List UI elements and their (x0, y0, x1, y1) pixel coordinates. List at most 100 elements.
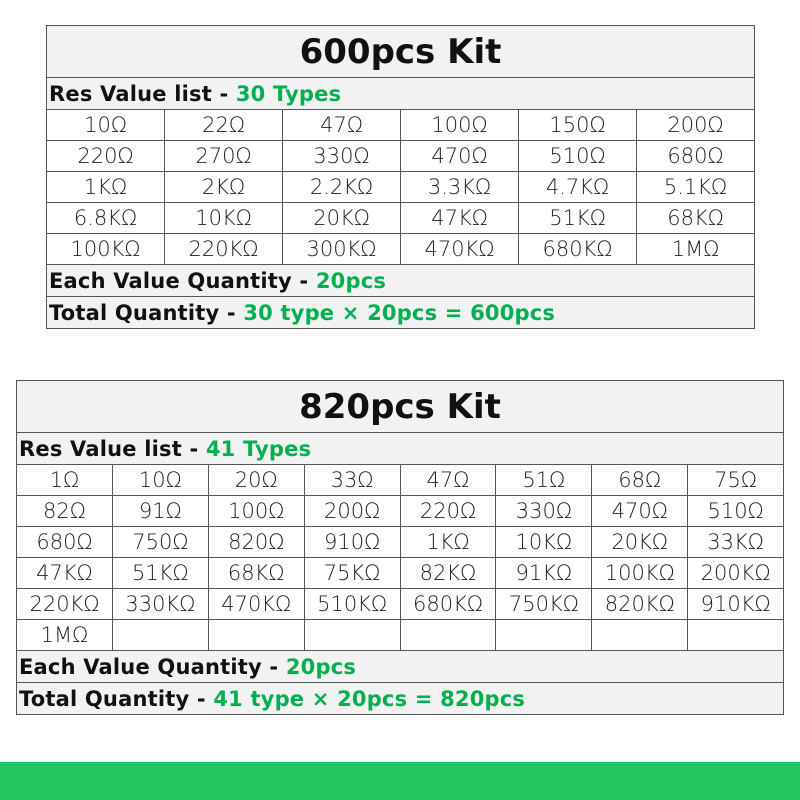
resistor-value-cell: 470Ω (591, 495, 689, 527)
resistor-value-cell: 1MΩ (16, 619, 113, 651)
resistor-value-cell: 6.8KΩ (46, 202, 165, 234)
resistor-value-cell: 100Ω (400, 109, 519, 141)
value-list-label: Res Value list - (49, 81, 236, 106)
resistor-value-cell: 100KΩ (46, 233, 165, 265)
kit-820-table: 820pcs Kit Res Value list - 41 Types 1Ω 10Ω… (16, 380, 784, 715)
resistor-value-cell: 51KΩ (111, 557, 209, 589)
value-row: 100KΩ 220KΩ 300KΩ 470KΩ 680KΩ 1MΩ (46, 233, 755, 265)
resistor-value-cell: 200KΩ (687, 557, 784, 589)
resistor-value-cell: 100KΩ (591, 557, 689, 589)
resistor-value-cell: 51Ω (495, 464, 593, 496)
empty-cell (111, 619, 209, 651)
each-quantity-label: Each Value Quantity - (49, 268, 316, 293)
resistor-value-cell: 270Ω (164, 140, 283, 172)
resistor-value-cell: 1MΩ (636, 233, 755, 265)
total-quantity-value: 41 type × 20pcs = 820pcs (213, 686, 526, 711)
value-list-count: 30 Types (235, 81, 342, 106)
kit-title: 820pcs Kit (16, 380, 784, 433)
value-row: 1Ω 10Ω 20Ω 33Ω 47Ω 51Ω 68Ω 75Ω (16, 464, 784, 496)
kit-title: 600pcs Kit (46, 25, 755, 78)
resistor-value-cell: 20KΩ (591, 526, 689, 558)
resistor-value-cell: 680Ω (16, 526, 113, 558)
resistor-value-cell: 330Ω (282, 140, 401, 172)
resistor-value-cell: 20KΩ (282, 202, 401, 234)
resistor-value-cell: 3.3KΩ (400, 171, 519, 203)
resistor-value-cell: 1KΩ (399, 526, 497, 558)
resistor-value-cell: 4.7KΩ (518, 171, 637, 203)
resistor-value-cell: 220Ω (46, 140, 165, 172)
value-list-label: Res Value list - (19, 436, 206, 461)
resistor-value-cell: 51KΩ (518, 202, 637, 234)
resistor-value-cell: 47KΩ (400, 202, 519, 234)
resistor-value-cell: 20Ω (207, 464, 305, 496)
resistor-value-cell: 680KΩ (399, 588, 497, 620)
each-quantity-value: 20pcs (285, 654, 357, 679)
value-list-header: Res Value list - 41 Types (16, 432, 784, 465)
resistor-value-cell: 750Ω (111, 526, 209, 558)
resistor-value-cell: 750KΩ (495, 588, 593, 620)
value-list-count: 41 Types (205, 436, 312, 461)
resistor-value-cell: 470KΩ (207, 588, 305, 620)
resistor-value-cell: 10KΩ (495, 526, 593, 558)
resistor-value-cell: 68KΩ (636, 202, 755, 234)
resistor-value-cell: 91Ω (111, 495, 209, 527)
value-row: 1KΩ 2KΩ 2.2KΩ 3.3KΩ 4.7KΩ 5.1KΩ (46, 171, 755, 203)
total-quantity-row: Total Quantity - 41 type × 20pcs = 820pc… (16, 682, 784, 715)
each-quantity-row: Each Value Quantity - 20pcs (46, 264, 755, 297)
resistor-value-cell: 910Ω (303, 526, 401, 558)
footer-green-bar (0, 762, 800, 800)
resistor-value-cell: 510KΩ (303, 588, 401, 620)
resistor-value-cell: 100Ω (207, 495, 305, 527)
total-quantity-value: 30 type × 20pcs = 600pcs (243, 300, 556, 325)
resistor-value-cell: 680Ω (636, 140, 755, 172)
resistor-value-cell: 330KΩ (111, 588, 209, 620)
total-quantity-label: Total Quantity - (19, 686, 214, 711)
resistor-value-cell: 220Ω (399, 495, 497, 527)
value-row: 47KΩ 51KΩ 68KΩ 75KΩ 82KΩ 91KΩ 100KΩ 200KΩ (16, 557, 784, 589)
resistor-value-cell: 75Ω (687, 464, 784, 496)
value-row: 10Ω 22Ω 47Ω 100Ω 150Ω 200Ω (46, 109, 755, 141)
empty-cell (207, 619, 305, 651)
resistor-value-cell: 820Ω (207, 526, 305, 558)
resistor-value-cell: 22Ω (164, 109, 283, 141)
resistor-value-cell: 200Ω (636, 109, 755, 141)
resistor-value-cell: 300KΩ (282, 233, 401, 265)
resistor-value-cell: 47Ω (399, 464, 497, 496)
value-row: 1MΩ (16, 619, 784, 651)
total-quantity-label: Total Quantity - (49, 300, 244, 325)
resistor-value-cell: 47KΩ (16, 557, 113, 589)
each-quantity-row: Each Value Quantity - 20pcs (16, 650, 784, 683)
resistor-value-cell: 200Ω (303, 495, 401, 527)
value-row: 220Ω 270Ω 330Ω 470Ω 510Ω 680Ω (46, 140, 755, 172)
resistor-value-cell: 68Ω (591, 464, 689, 496)
resistor-value-cell: 820KΩ (591, 588, 689, 620)
resistor-value-cell: 10Ω (111, 464, 209, 496)
value-row: 220KΩ 330KΩ 470KΩ 510KΩ 680KΩ 750KΩ 820KΩ 910KΩ (16, 588, 784, 620)
resistor-value-cell: 330Ω (495, 495, 593, 527)
resistor-value-cell: 510Ω (687, 495, 784, 527)
resistor-value-cell: 220KΩ (16, 588, 113, 620)
kit-600-table: 600pcs Kit Res Value list - 30 Types 10Ω 22… (46, 25, 755, 329)
resistor-value-cell: 470KΩ (400, 233, 519, 265)
each-quantity-label: Each Value Quantity - (19, 654, 286, 679)
resistor-value-cell: 910KΩ (687, 588, 784, 620)
each-quantity-value: 20pcs (315, 268, 387, 293)
value-row: 6.8KΩ 10KΩ 20KΩ 47KΩ 51KΩ 68KΩ (46, 202, 755, 234)
resistor-value-cell: 91KΩ (495, 557, 593, 589)
resistor-value-cell: 75KΩ (303, 557, 401, 589)
resistor-value-cell: 47Ω (282, 109, 401, 141)
value-list-header: Res Value list - 30 Types (46, 77, 755, 110)
resistor-value-cell: 33KΩ (687, 526, 784, 558)
empty-cell (495, 619, 593, 651)
resistor-value-cell: 82Ω (16, 495, 113, 527)
resistor-value-cell: 10Ω (46, 109, 165, 141)
empty-cell (399, 619, 497, 651)
total-quantity-row: Total Quantity - 30 type × 20pcs = 600pc… (46, 296, 755, 329)
resistor-value-cell: 1Ω (16, 464, 113, 496)
resistor-value-cell: 33Ω (303, 464, 401, 496)
resistor-value-cell: 470Ω (400, 140, 519, 172)
resistor-value-cell: 220KΩ (164, 233, 283, 265)
resistor-value-cell: 5.1KΩ (636, 171, 755, 203)
value-row: 680Ω 750Ω 820Ω 910Ω 1KΩ 10KΩ 20KΩ 33KΩ (16, 526, 784, 558)
empty-cell (591, 619, 689, 651)
